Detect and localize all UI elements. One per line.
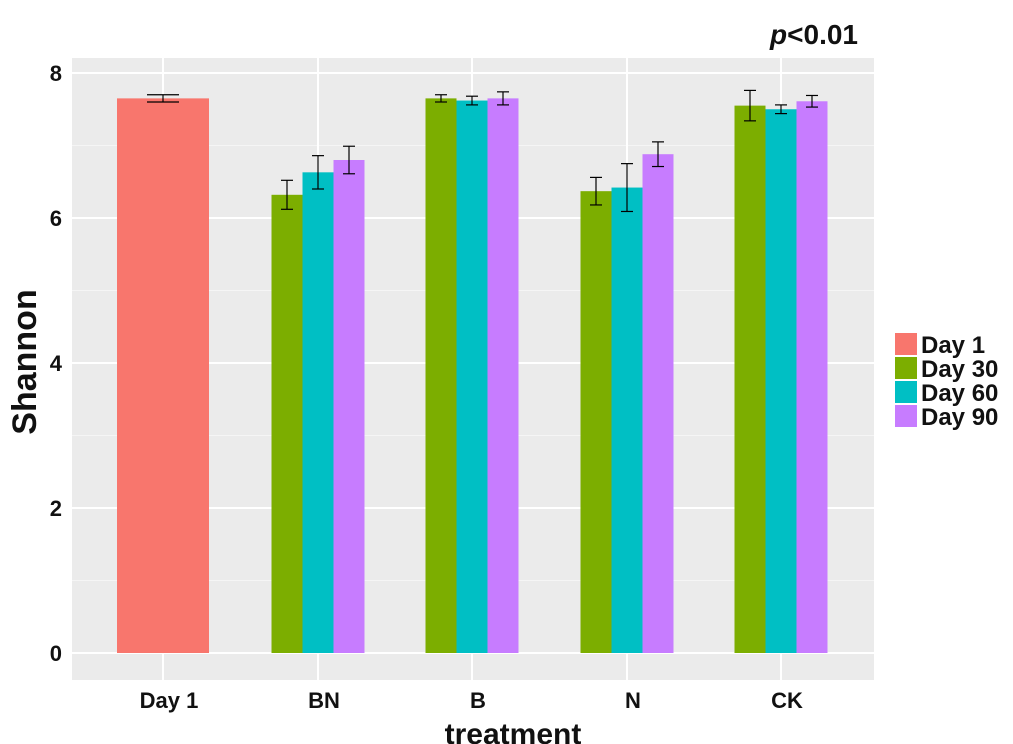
p-value-annotation: p<0.01	[769, 19, 858, 50]
x-tick-label: B	[470, 688, 486, 713]
legend-swatch	[895, 333, 917, 355]
bar	[302, 172, 334, 653]
bar	[642, 154, 674, 653]
legend-swatch	[895, 405, 917, 427]
y-tick-label: 4	[50, 351, 63, 376]
bar	[117, 98, 209, 653]
x-tick-label: CK	[771, 688, 803, 713]
bar	[734, 105, 766, 653]
bar	[611, 187, 643, 654]
x-tick-label: N	[625, 688, 641, 713]
x-axis-title: treatment	[445, 718, 582, 744]
legend-label: Day 90	[921, 404, 998, 431]
bar	[796, 101, 828, 653]
bar	[425, 98, 457, 653]
y-tick-label: 6	[50, 206, 62, 231]
legend-label: Day 60	[921, 380, 998, 407]
x-tick-label: BN	[308, 688, 340, 713]
y-tick-label: 0	[50, 641, 62, 666]
legend-swatch	[895, 357, 917, 379]
legend-swatch	[895, 381, 917, 403]
bar	[580, 191, 612, 654]
legend-label: Day 1	[921, 332, 985, 359]
legend-label: Day 30	[921, 356, 998, 383]
y-axis-title: Shannon	[6, 289, 44, 434]
y-tick-label: 8	[50, 61, 62, 86]
x-tick-label: Day 1	[140, 688, 199, 713]
bar	[487, 98, 519, 653]
bar	[456, 100, 488, 654]
bar	[765, 109, 797, 653]
bar	[333, 160, 365, 653]
bar	[271, 194, 303, 654]
y-tick-label: 2	[50, 496, 62, 521]
